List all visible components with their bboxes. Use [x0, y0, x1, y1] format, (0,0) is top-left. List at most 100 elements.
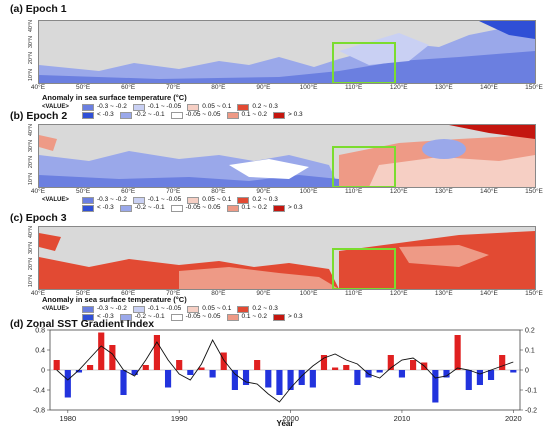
lon-tick: 90°E: [256, 84, 271, 91]
legend-item: 0.05 ~ 0.1: [187, 103, 231, 111]
legend-label: 0.2 ~ 0.3: [252, 196, 278, 203]
bar: [231, 370, 238, 390]
ocean-anomaly-cold: [479, 21, 535, 39]
series-line: [56, 339, 514, 403]
lon-tick: 60°E: [121, 290, 136, 297]
bar: [287, 370, 294, 390]
bar: [320, 355, 328, 370]
lon-tick: 40°E: [30, 188, 46, 195]
bar: [75, 370, 83, 373]
legend-item: 0.2 ~ 0.3: [237, 196, 278, 204]
legend-label: -0.1 ~ -0.05: [147, 305, 182, 312]
lon-tick: 110°E: [344, 188, 363, 195]
ocean-anomaly-weak-warm: [369, 155, 535, 187]
legend-item: -0.1 ~ -0.05: [132, 305, 182, 313]
legend-swatch: [272, 111, 285, 119]
lat-tick: 20°N: [27, 52, 34, 65]
legend-title: Anomaly in sea surface temperature (°C): [42, 93, 187, 102]
bar: [276, 370, 283, 395]
bar: [332, 367, 339, 370]
legend-item: -0.1 ~ -0.05: [132, 196, 181, 204]
legend-swatch: [226, 111, 239, 119]
legend-swatch: [119, 313, 132, 321]
legend-swatch: [187, 196, 200, 204]
lon-tick: 120°E: [389, 290, 408, 297]
legend-tag: <VALUE>: [42, 306, 69, 312]
panel-c-lat-axis: 40°N 30°N 20°N 10°N: [24, 226, 38, 288]
legend-item: -0.3 ~ -0.2: [82, 103, 127, 111]
x-tick-label: 1980: [59, 414, 76, 423]
legend-swatch: [237, 103, 250, 111]
lat-tick: 40°N: [27, 226, 34, 239]
lon-tick: 110°E: [344, 290, 363, 297]
legend-label: 0.1 ~ 0.2: [241, 204, 267, 211]
legend-label: -0.3 ~ -0.2: [97, 305, 127, 312]
legend-label: -0.3 ~ -0.2: [97, 196, 127, 203]
bar: [265, 370, 272, 388]
ocean-anomaly-mid-warm: [399, 245, 489, 267]
legend-swatch: [82, 305, 94, 313]
lat-tick: 30°N: [27, 36, 34, 49]
legend-label: 0.1 ~ 0.2: [241, 111, 267, 118]
bar: [187, 370, 194, 375]
legend-swatch: [82, 111, 94, 119]
panel-b-legend: <VALUE> -0.3 ~ -0.2 -0.1 ~ -0.05 0.05 ~ …: [42, 196, 462, 212]
legend-label: 0.2 ~ 0.3: [252, 305, 278, 312]
y-right-tick-label: -0.2: [525, 408, 537, 415]
lat-tick: 40°N: [27, 124, 34, 137]
lon-tick: 60°E: [121, 188, 136, 195]
legend-swatch: [132, 305, 145, 313]
bar: [220, 352, 227, 370]
ocean-anomaly-neutral: [229, 159, 309, 179]
legend-label: > 0.3: [287, 111, 303, 118]
y-right-tick-label: 0.1: [525, 348, 535, 355]
legend-item: -0.05 ~ 0.05: [170, 313, 221, 321]
ocean-anomaly-warm-west: [39, 233, 61, 251]
lat-tick: 40°N: [27, 20, 34, 33]
legend-label: 0.05 ~ 0.1: [202, 103, 232, 110]
y-right-tick-label: -0.1: [525, 388, 537, 395]
y-left-tick-label: 0.8: [35, 328, 45, 335]
panel-b-title: (b) Epoch 2: [10, 110, 68, 122]
legend-label: < -0.3: [97, 313, 114, 320]
legend-swatch: [119, 204, 132, 212]
lon-tick: 140°E: [480, 188, 498, 195]
legend-item: 0.1 ~ 0.2: [226, 204, 267, 212]
bar: [443, 370, 450, 378]
legend-item: -0.3 ~ -0.2: [82, 305, 127, 313]
legend-row-1: <VALUE> -0.3 ~ -0.2 -0.1 ~ -0.05 0.05 ~ …: [42, 196, 462, 204]
y-left-tick-label: -0.4: [33, 388, 45, 395]
lat-tick: 20°N: [27, 156, 34, 169]
lon-tick: 120°E: [389, 188, 408, 195]
ocean-anomaly-strong: [39, 175, 339, 187]
lat-tick: 30°N: [27, 242, 34, 255]
x-axis-label: Year: [277, 419, 294, 427]
legend-label: -0.1 ~ -0.05: [147, 103, 182, 110]
bar: [209, 370, 216, 378]
lat-tick: 30°N: [27, 140, 34, 153]
legend-label: -0.2 ~ -0.1: [134, 111, 165, 118]
bar: [298, 370, 305, 385]
lon-tick: 60°E: [121, 84, 136, 91]
panel-b-lat-axis: 40°N 30°N 20°N 10°N: [24, 124, 38, 186]
panel-c-lon-axis: 40°E 50°E 60°E 70°E 80°E 90°E 100°E 110°…: [31, 290, 543, 300]
lon-tick: 130°E: [434, 84, 453, 91]
bar: [343, 365, 350, 370]
panel-c-map: [38, 226, 536, 290]
lon-tick: 40°E: [30, 84, 46, 91]
bar: [242, 370, 250, 385]
lon-tick: 90°E: [256, 290, 271, 297]
x-tick-label: 2020: [505, 414, 522, 423]
bar: [120, 370, 127, 395]
legend-label: < -0.3: [97, 111, 114, 118]
legend-swatch: [226, 204, 239, 212]
bar: [176, 360, 183, 370]
legend-swatch: [226, 313, 239, 321]
legend-tag: <VALUE>: [42, 197, 69, 203]
legend-swatch: [119, 111, 132, 119]
lon-tick: 50°E: [75, 188, 91, 195]
legend-label: -0.2 ~ -0.1: [134, 204, 165, 211]
legend-item: < -0.3: [82, 111, 114, 119]
legend-label: -0.3 ~ -0.2: [97, 103, 127, 110]
zonal-sst-gradient-chart: 0.8 0.4 0 -0.4 -0.8 0.2 0.1 0 -0.1 -0.2 1980 1990 20…: [33, 328, 537, 427]
